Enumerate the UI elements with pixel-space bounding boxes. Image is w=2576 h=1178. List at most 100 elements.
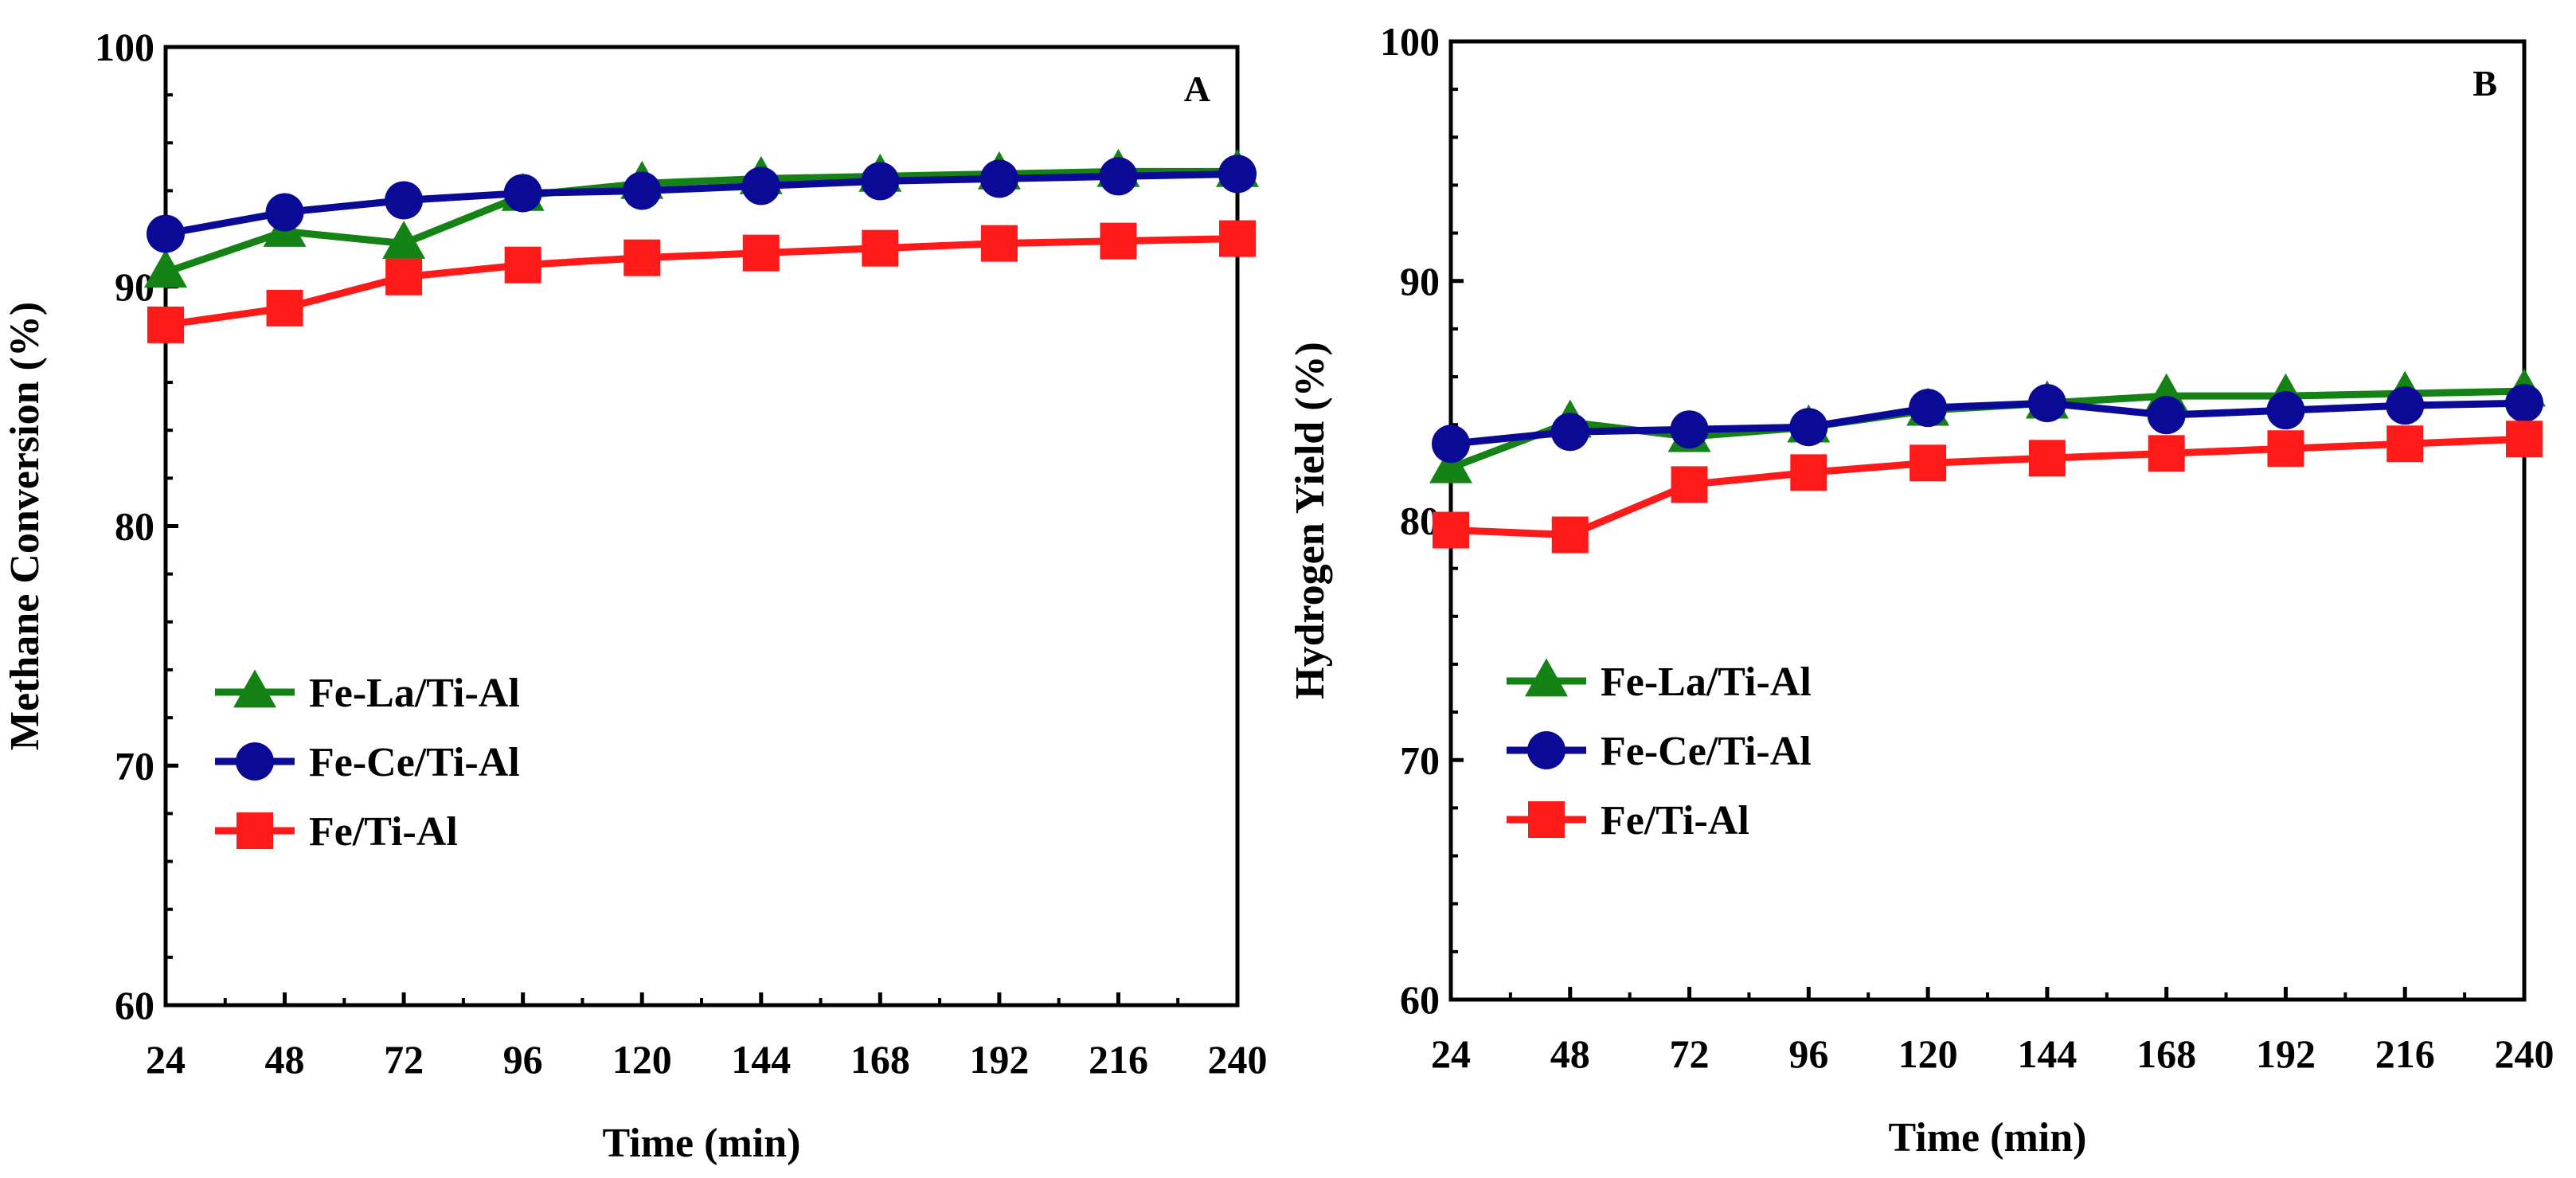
- data-point: [503, 174, 542, 213]
- series-fe-ce-ti-al: [147, 155, 1257, 253]
- data-point: [385, 258, 423, 295]
- x-axis-label: Time (min): [603, 1121, 801, 1166]
- data-point: [1551, 516, 1589, 554]
- data-point: [1099, 157, 1138, 196]
- panel-label: A: [1184, 68, 1210, 109]
- x-axis-label: Time (min): [1889, 1115, 2087, 1160]
- legend-label: Fe-La/Ti-Al: [309, 671, 520, 716]
- data-point: [2028, 440, 2066, 477]
- data-point: [1909, 389, 1948, 428]
- x-tick-label: 48: [265, 1037, 305, 1082]
- data-point: [265, 193, 304, 232]
- data-point: [979, 159, 1018, 198]
- y-tick-label: 70: [115, 743, 154, 788]
- x-tick-label: 120: [1898, 1031, 1958, 1076]
- series-line: [165, 235, 1238, 329]
- data-point: [2506, 421, 2543, 458]
- data-point: [382, 221, 426, 259]
- legend-label: Fe-La/Ti-Al: [1601, 659, 1812, 705]
- x-tick-label: 192: [969, 1037, 1029, 1082]
- x-tick-label: 192: [2256, 1031, 2316, 1076]
- data-point: [1429, 444, 1472, 483]
- x-tick-label: 168: [850, 1037, 910, 1082]
- legend-label: Fe/Ti-Al: [309, 809, 458, 855]
- data-point: [1433, 511, 1469, 549]
- data-point: [862, 229, 899, 267]
- data-point: [2386, 425, 2424, 463]
- y-tick-label: 100: [95, 25, 154, 69]
- x-tick-label: 216: [1089, 1037, 1148, 1082]
- x-tick-label: 216: [2375, 1031, 2435, 1076]
- x-tick-label: 24: [1431, 1031, 1471, 1076]
- data-point: [147, 214, 185, 253]
- data-point: [1550, 413, 1589, 452]
- y-tick-label: 70: [1400, 738, 1440, 782]
- data-point: [2266, 391, 2305, 430]
- legend-marker: [1527, 731, 1566, 769]
- series-fe-ce-ti-al: [1432, 384, 2543, 464]
- legend-marker: [1528, 801, 1565, 838]
- x-tick-label: 144: [2017, 1031, 2077, 1076]
- y-tick-label: 60: [115, 983, 154, 1027]
- legend-marker: [236, 812, 273, 849]
- legend-marker: [236, 742, 274, 781]
- data-point: [1910, 444, 1947, 482]
- data-point: [1671, 466, 1708, 503]
- legend: Fe-La/Ti-Al Fe-Ce/Ti-Al Fe/Ti-Al: [215, 669, 520, 855]
- series-line: [164, 167, 1237, 276]
- series-line: [1450, 435, 2525, 539]
- y-tick-label: 60: [1400, 977, 1440, 1022]
- panel-b: 24 48 72 96 120 144 168 192 216 24060708090100Tim…: [1288, 19, 2555, 1160]
- data-point: [1670, 410, 1709, 449]
- data-point: [980, 225, 1018, 262]
- y-tick-label: 80: [115, 504, 154, 549]
- data-point: [144, 249, 187, 288]
- series-line: [1450, 399, 2525, 448]
- data-point: [1432, 425, 1470, 464]
- panel-label: B: [2472, 63, 2497, 104]
- x-tick-label: 24: [146, 1037, 186, 1082]
- data-point: [742, 234, 780, 272]
- x-tick-label: 240: [2495, 1031, 2555, 1076]
- series-fe-la-ti-al: [1429, 368, 2546, 483]
- data-point: [385, 181, 424, 220]
- x-tick-label: 240: [1208, 1037, 1268, 1082]
- x-tick-label: 96: [1788, 1031, 1828, 1076]
- data-point: [861, 162, 900, 201]
- x-tick-label: 120: [612, 1037, 672, 1082]
- data-point: [1218, 155, 1257, 194]
- data-point: [623, 171, 662, 210]
- series-fe-la-ti-al: [144, 148, 1259, 288]
- data-point: [1219, 220, 1256, 257]
- data-point: [741, 166, 780, 205]
- x-tick-label: 144: [731, 1037, 791, 1082]
- series-fe-ti-al: [147, 220, 1256, 343]
- x-tick-label: 168: [2136, 1031, 2196, 1076]
- data-point: [147, 306, 184, 343]
- data-point: [504, 246, 541, 284]
- data-point: [1100, 222, 1137, 260]
- x-tick-label: 72: [384, 1037, 424, 1082]
- legend-marker: [1525, 658, 1568, 697]
- data-point: [2148, 435, 2185, 472]
- data-point: [266, 289, 303, 327]
- legend-label: Fe-Ce/Ti-Al: [309, 740, 520, 785]
- series-fe-ti-al: [1433, 421, 2543, 554]
- y-tick-label: 100: [1380, 19, 1440, 64]
- x-tick-label: 72: [1670, 1031, 1710, 1076]
- y-axis-label: Hydrogen Yield (%): [1288, 342, 1333, 699]
- data-point: [2267, 430, 2304, 468]
- data-point: [2147, 396, 2186, 435]
- legend-marker: [233, 669, 276, 708]
- panel-a: 24 48 72 96 120 144 168 192 216 24060708090100Tim…: [2, 25, 1268, 1166]
- legend-label: Fe-Ce/Ti-Al: [1601, 729, 1812, 774]
- data-point: [2027, 384, 2066, 423]
- legend-label: Fe/Ti-Al: [1601, 798, 1749, 843]
- x-tick-label: 48: [1550, 1031, 1590, 1076]
- data-point: [623, 239, 661, 276]
- data-point: [2386, 386, 2425, 425]
- data-point: [1790, 454, 1827, 491]
- x-tick-label: 96: [503, 1037, 543, 1082]
- data-point: [1789, 408, 1828, 447]
